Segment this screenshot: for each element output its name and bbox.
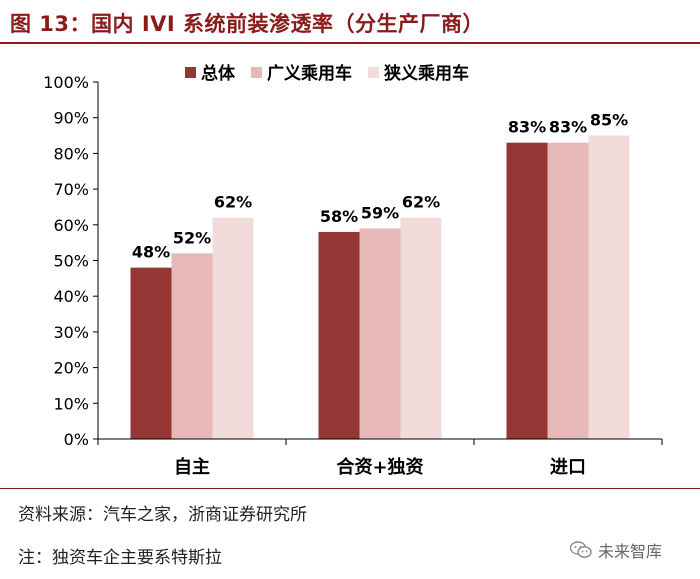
y-tick-label: 0% xyxy=(64,430,89,449)
legend-label: 狭义乘用车 xyxy=(383,63,469,84)
bar xyxy=(400,217,442,439)
footnote: 注：独资车企主要系特斯拉 xyxy=(18,548,222,568)
y-tick-label: 50% xyxy=(53,252,89,271)
y-tick-label: 30% xyxy=(53,323,89,342)
wechat-icon xyxy=(569,541,592,559)
title-divider xyxy=(0,42,700,44)
y-tick-label: 20% xyxy=(53,359,89,378)
legend: 总体 广义乘用车 狭义乘用车 xyxy=(185,63,469,84)
y-tick-label: 100% xyxy=(43,73,89,92)
bar xyxy=(171,253,213,439)
y-tick-label: 60% xyxy=(53,216,89,235)
data-label: 62% xyxy=(214,193,252,212)
legend-label: 总体 xyxy=(201,63,236,84)
source-note: 资料来源：汽车之家，浙商证券研究所 xyxy=(18,505,307,525)
data-label: 52% xyxy=(173,228,211,247)
data-label: 62% xyxy=(402,193,440,212)
legend-swatch xyxy=(185,67,196,78)
legend-label: 广义乘用车 xyxy=(267,63,352,84)
data-label: 58% xyxy=(320,207,358,226)
bar xyxy=(588,135,630,440)
bars xyxy=(130,135,630,440)
data-labels: 48%52%62%58% 59%62%83% 83% 85% xyxy=(132,111,628,262)
y-axis: 0% 10% 20% 30% 40% 50% 60% 70% 80% 90% 100% xyxy=(43,73,99,449)
bar xyxy=(130,267,172,439)
x-axis: 自主 合资+独资 进口 xyxy=(97,438,663,478)
data-label: 85% xyxy=(590,111,628,130)
figure-title: 图 13：国内 IVI 系统前装渗透率（分生产厂商） xyxy=(10,12,485,36)
bar xyxy=(547,142,589,439)
x-tick-label: 进口 xyxy=(550,457,586,478)
watermark-text: 未来智库 xyxy=(598,542,663,561)
y-tick-label: 40% xyxy=(53,287,89,306)
data-label: 83% xyxy=(508,118,546,137)
data-label: 48% xyxy=(132,243,170,262)
legend-swatch xyxy=(251,67,262,78)
data-label: 59% xyxy=(361,203,399,222)
bar xyxy=(359,228,401,439)
y-tick-label: 90% xyxy=(53,109,89,128)
y-tick-label: 10% xyxy=(53,394,89,413)
y-tick-label: 80% xyxy=(53,144,89,163)
legend-swatch xyxy=(368,67,379,78)
y-tick-label: 70% xyxy=(53,180,89,199)
x-tick-label: 自主 xyxy=(174,456,210,478)
data-label: 83% xyxy=(549,118,587,137)
bar xyxy=(506,142,548,439)
bar xyxy=(212,217,254,439)
x-tick-label: 合资+独资 xyxy=(336,456,423,478)
footer-divider xyxy=(0,488,700,489)
bar xyxy=(318,231,360,439)
watermark: 未来智库 xyxy=(569,538,663,562)
bar-chart: 0% 10% 20% 30% 40% 50% 60% 70% 80% 90% 100% 总体 广义乘用… xyxy=(43,63,663,478)
